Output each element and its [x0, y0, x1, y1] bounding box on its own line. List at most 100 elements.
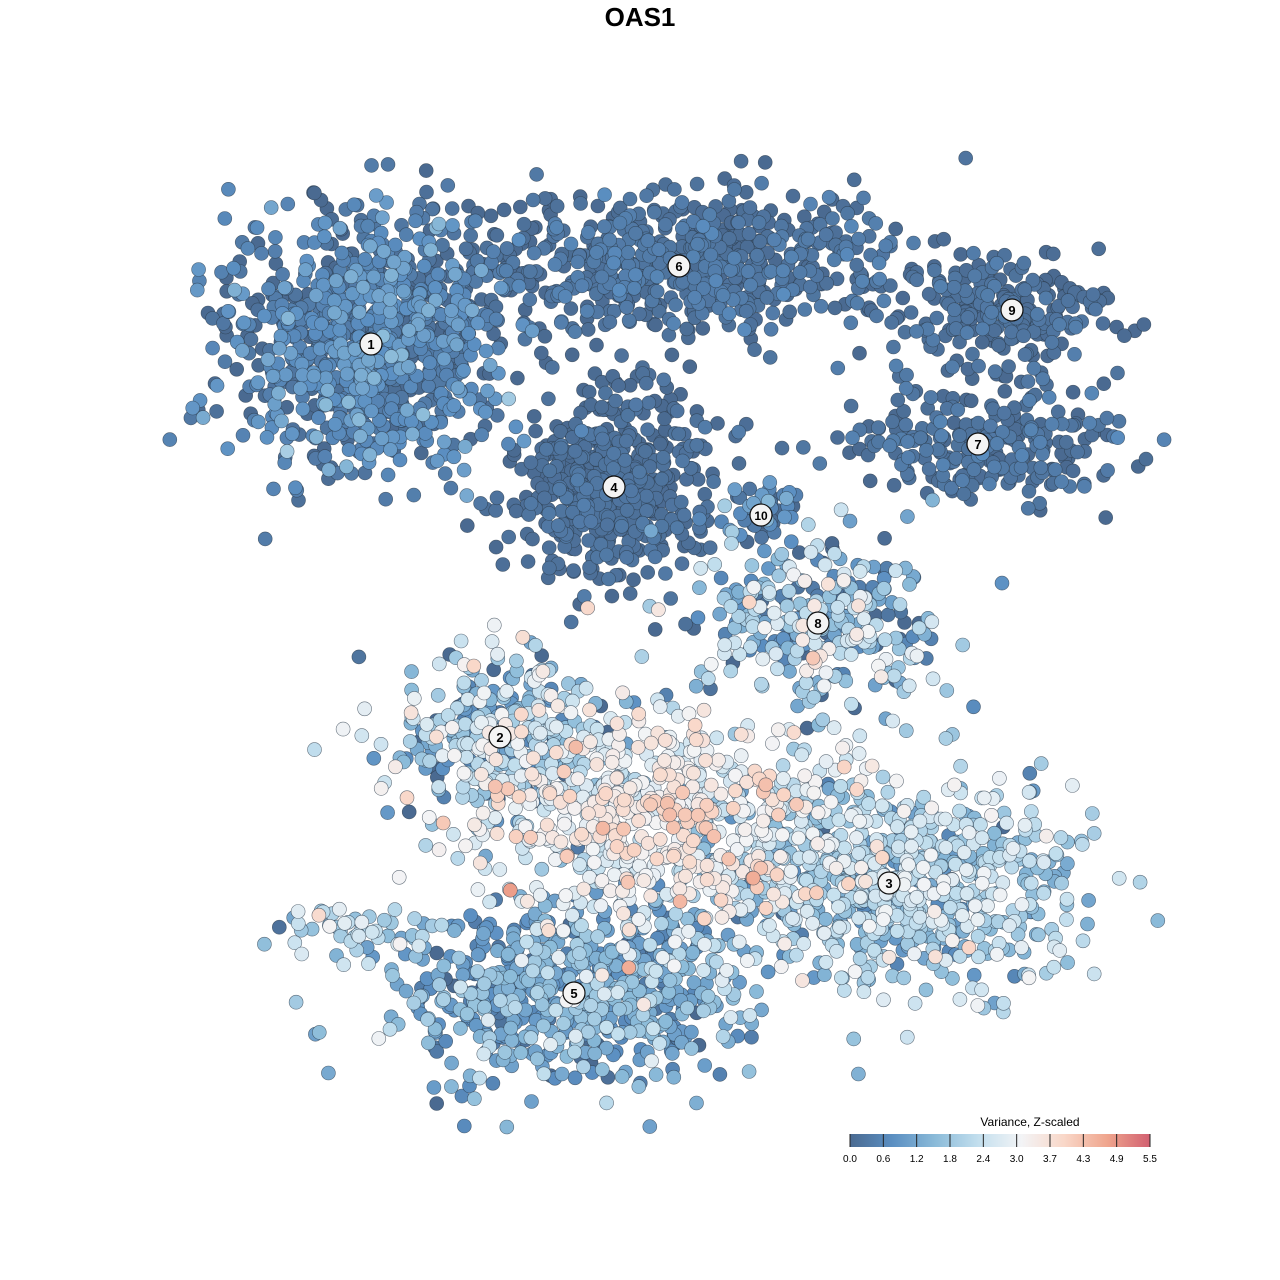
data-point — [536, 1066, 552, 1082]
data-point — [401, 323, 417, 338]
data-point — [742, 200, 758, 215]
data-point — [1060, 293, 1076, 308]
data-point — [731, 424, 747, 440]
data-point — [1059, 912, 1074, 927]
data-point — [966, 462, 982, 477]
data-point — [849, 295, 865, 311]
data-point — [346, 197, 362, 212]
data-point — [1033, 756, 1049, 771]
data-point — [195, 410, 211, 425]
data-point — [986, 459, 1002, 475]
data-point — [913, 430, 928, 446]
data-point — [723, 262, 739, 278]
data-point — [674, 195, 690, 210]
data-point — [1075, 837, 1090, 852]
data-point — [512, 199, 528, 215]
data-point — [541, 391, 556, 407]
data-point — [493, 280, 509, 296]
data-point — [599, 1095, 614, 1111]
data-point — [639, 488, 654, 504]
data-point — [382, 1022, 398, 1037]
data-point — [929, 310, 945, 326]
data-point — [849, 257, 865, 273]
data-point — [925, 671, 941, 687]
data-point — [250, 414, 266, 430]
data-point — [655, 950, 671, 965]
data-point — [854, 273, 870, 289]
data-point — [774, 440, 790, 456]
data-point — [456, 675, 472, 691]
data-point — [992, 770, 1007, 786]
data-point — [573, 196, 588, 211]
data-point — [418, 163, 434, 178]
data-point — [1059, 891, 1075, 907]
data-point — [1014, 448, 1030, 463]
data-point — [564, 347, 580, 363]
data-point — [492, 862, 508, 877]
data-point — [645, 1021, 661, 1036]
data-point — [647, 204, 662, 220]
data-point — [580, 322, 596, 337]
data-point — [674, 221, 690, 236]
data-point — [678, 616, 693, 632]
data-point — [832, 919, 847, 935]
data-point — [775, 758, 791, 773]
data-point — [321, 1065, 336, 1081]
data-point — [906, 946, 922, 962]
data-point — [533, 725, 548, 741]
data-point — [263, 200, 279, 215]
data-point — [548, 1002, 564, 1018]
data-point — [254, 246, 269, 261]
data-point — [190, 282, 205, 298]
data-point — [464, 303, 480, 318]
data-point — [1110, 365, 1125, 381]
data-point — [235, 427, 251, 443]
data-point — [482, 894, 498, 910]
data-point — [1023, 875, 1039, 891]
data-point — [597, 219, 612, 234]
data-point — [724, 536, 739, 551]
data-point — [1110, 430, 1125, 446]
data-point — [396, 283, 411, 299]
data-point — [746, 580, 762, 595]
data-point — [762, 475, 778, 490]
data-point — [501, 529, 517, 545]
data-point — [628, 226, 643, 241]
data-point — [640, 565, 656, 580]
data-point — [727, 182, 742, 197]
data-point — [260, 352, 276, 367]
data-point — [423, 242, 439, 258]
data-point — [851, 1066, 866, 1082]
data-point — [619, 502, 635, 518]
data-point — [1053, 830, 1069, 845]
data-point — [712, 1067, 728, 1082]
data-point — [626, 280, 642, 296]
data-point — [980, 898, 995, 914]
data-point — [227, 282, 242, 298]
data-point — [398, 983, 414, 999]
data-point — [925, 492, 940, 508]
data-point — [1136, 317, 1152, 332]
data-point — [878, 238, 894, 254]
data-point — [974, 334, 990, 350]
data-point — [976, 790, 992, 806]
data-point — [774, 546, 790, 562]
data-point — [909, 648, 925, 664]
data-point — [587, 1011, 602, 1027]
data-point — [459, 488, 475, 503]
data-point — [524, 1094, 539, 1109]
data-point — [455, 967, 471, 983]
data-point — [611, 282, 627, 298]
data-point — [1048, 846, 1064, 861]
data-point — [221, 182, 236, 197]
data-point — [321, 462, 337, 478]
data-point — [874, 798, 890, 814]
data-point — [498, 263, 514, 279]
data-point — [1020, 500, 1036, 516]
data-point — [901, 678, 917, 694]
data-point — [1041, 390, 1057, 405]
data-point — [353, 428, 368, 444]
data-point — [351, 304, 367, 320]
data-point — [420, 1012, 435, 1027]
data-point — [888, 358, 904, 374]
